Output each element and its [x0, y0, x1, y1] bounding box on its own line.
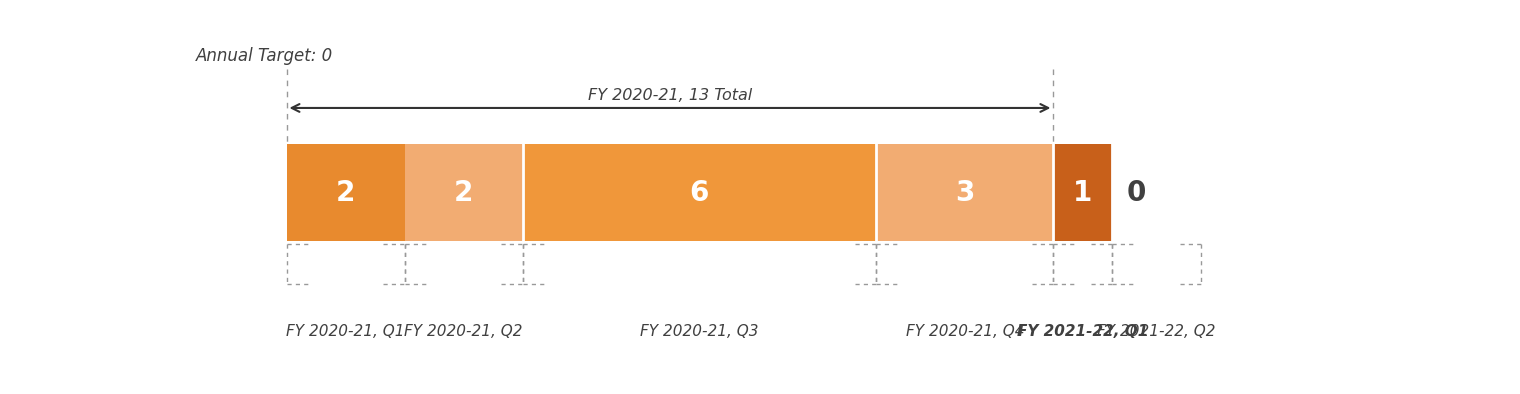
Text: FY 2021-22, Q2: FY 2021-22, Q2 — [1097, 323, 1216, 338]
Text: FY 2021-22, Q1: FY 2021-22, Q1 — [1017, 323, 1149, 338]
Bar — [287, 144, 404, 242]
Text: 3: 3 — [955, 179, 974, 207]
Text: 2: 2 — [454, 179, 473, 207]
Text: FY 2020-21, Q1: FY 2020-21, Q1 — [286, 323, 404, 338]
Text: FY 2020-21, Q4: FY 2020-21, Q4 — [906, 323, 1024, 338]
Text: 0: 0 — [1126, 179, 1146, 207]
Text: Annual Target: 0: Annual Target: 0 — [196, 48, 333, 65]
Text: 1: 1 — [1073, 179, 1093, 207]
Bar — [404, 144, 523, 242]
Text: 6: 6 — [690, 179, 710, 207]
Text: 2: 2 — [336, 179, 356, 207]
Text: FY 2020-21, 13 Total: FY 2020-21, 13 Total — [588, 88, 752, 103]
Bar — [877, 144, 1053, 242]
Text: FY 2020-21, Q3: FY 2020-21, Q3 — [640, 323, 758, 338]
Text: FY 2020-21, Q2: FY 2020-21, Q2 — [404, 323, 523, 338]
Bar — [1053, 144, 1113, 242]
Bar — [523, 144, 877, 242]
